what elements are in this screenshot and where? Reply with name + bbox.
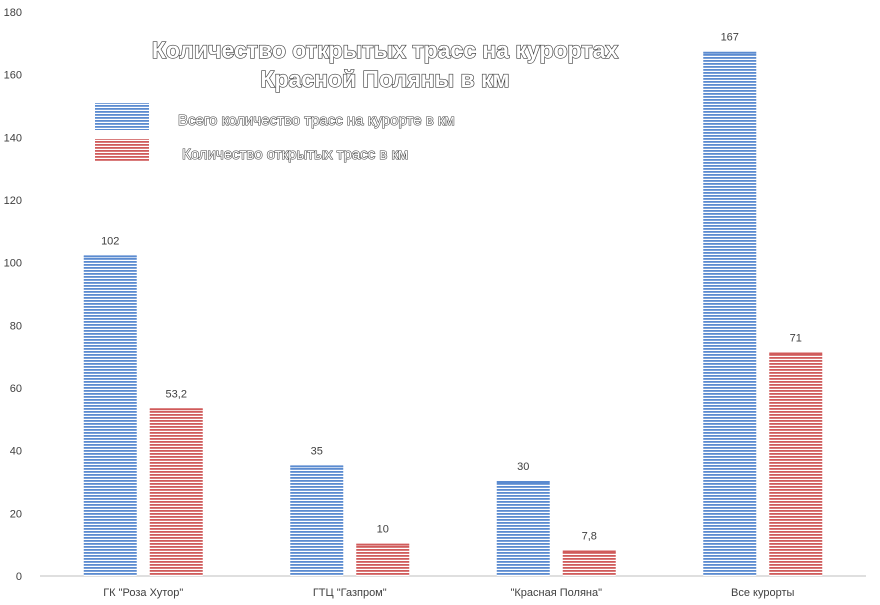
y-tick-label: 80 [10,320,22,332]
bar-series-1-1 [290,466,344,576]
y-tick-label: 120 [4,195,22,207]
bar-series-2-1 [356,544,410,576]
data-label-series-1-1: 35 [311,445,323,457]
legend-swatch-series-1 [95,103,149,130]
bar-series-2-2 [562,551,616,576]
bar-series-1-0 [83,256,137,576]
legend-swatch-series-2 [95,139,149,161]
data-label-series-2-2: 7,8 [582,531,597,543]
chart-title-line-1: Количество открытых трасс на курортах [152,37,619,63]
category-label: Все курорты [731,587,794,599]
y-tick-label: 100 [4,258,22,270]
legend: Всего количество трасс на курорте в км К… [95,103,455,164]
category-label: ГТЦ "Газпром" [313,587,387,599]
data-label-series-2-3: 71 [790,333,802,345]
category-label: "Красная Поляна" [510,587,602,599]
category-labels: ГК "Роза Хутор" ГТЦ "Газпром" "Красная Пол… [103,587,794,599]
data-labels: 102 53,2 35 10 30 7,8 167 71 [101,32,802,543]
y-tick-label: 160 [4,70,22,82]
y-tick-label: 0 [16,571,22,583]
data-label-series-2-0: 53,2 [166,388,187,400]
y-tick-label: 140 [4,132,22,144]
y-axis-ticks: 0 20 40 60 80 100 120 140 160 180 [4,7,22,583]
y-tick-label: 180 [4,7,22,19]
chart-title-line-2: Красной Поляны в км [260,66,509,92]
y-tick-label: 20 [10,508,22,520]
y-tick-label: 60 [10,383,22,395]
legend-label-series-1: Всего количество трасс на курорте в км [178,112,455,129]
data-label-series-1-0: 102 [101,235,119,247]
bar-series [83,51,823,576]
data-label-series-1-2: 30 [517,461,529,473]
data-label-series-1-3: 167 [721,32,739,44]
bar-series-2-0 [149,409,203,576]
data-label-series-2-1: 10 [377,524,389,536]
category-label: ГК "Роза Хутор" [103,587,183,599]
bar-series-1-2 [496,482,550,576]
y-tick-label: 40 [10,446,22,458]
bar-series-2-3 [769,353,823,576]
legend-label-series-2: Количество открытых трасс в км [182,146,408,163]
bar-series-1-3 [703,52,757,576]
